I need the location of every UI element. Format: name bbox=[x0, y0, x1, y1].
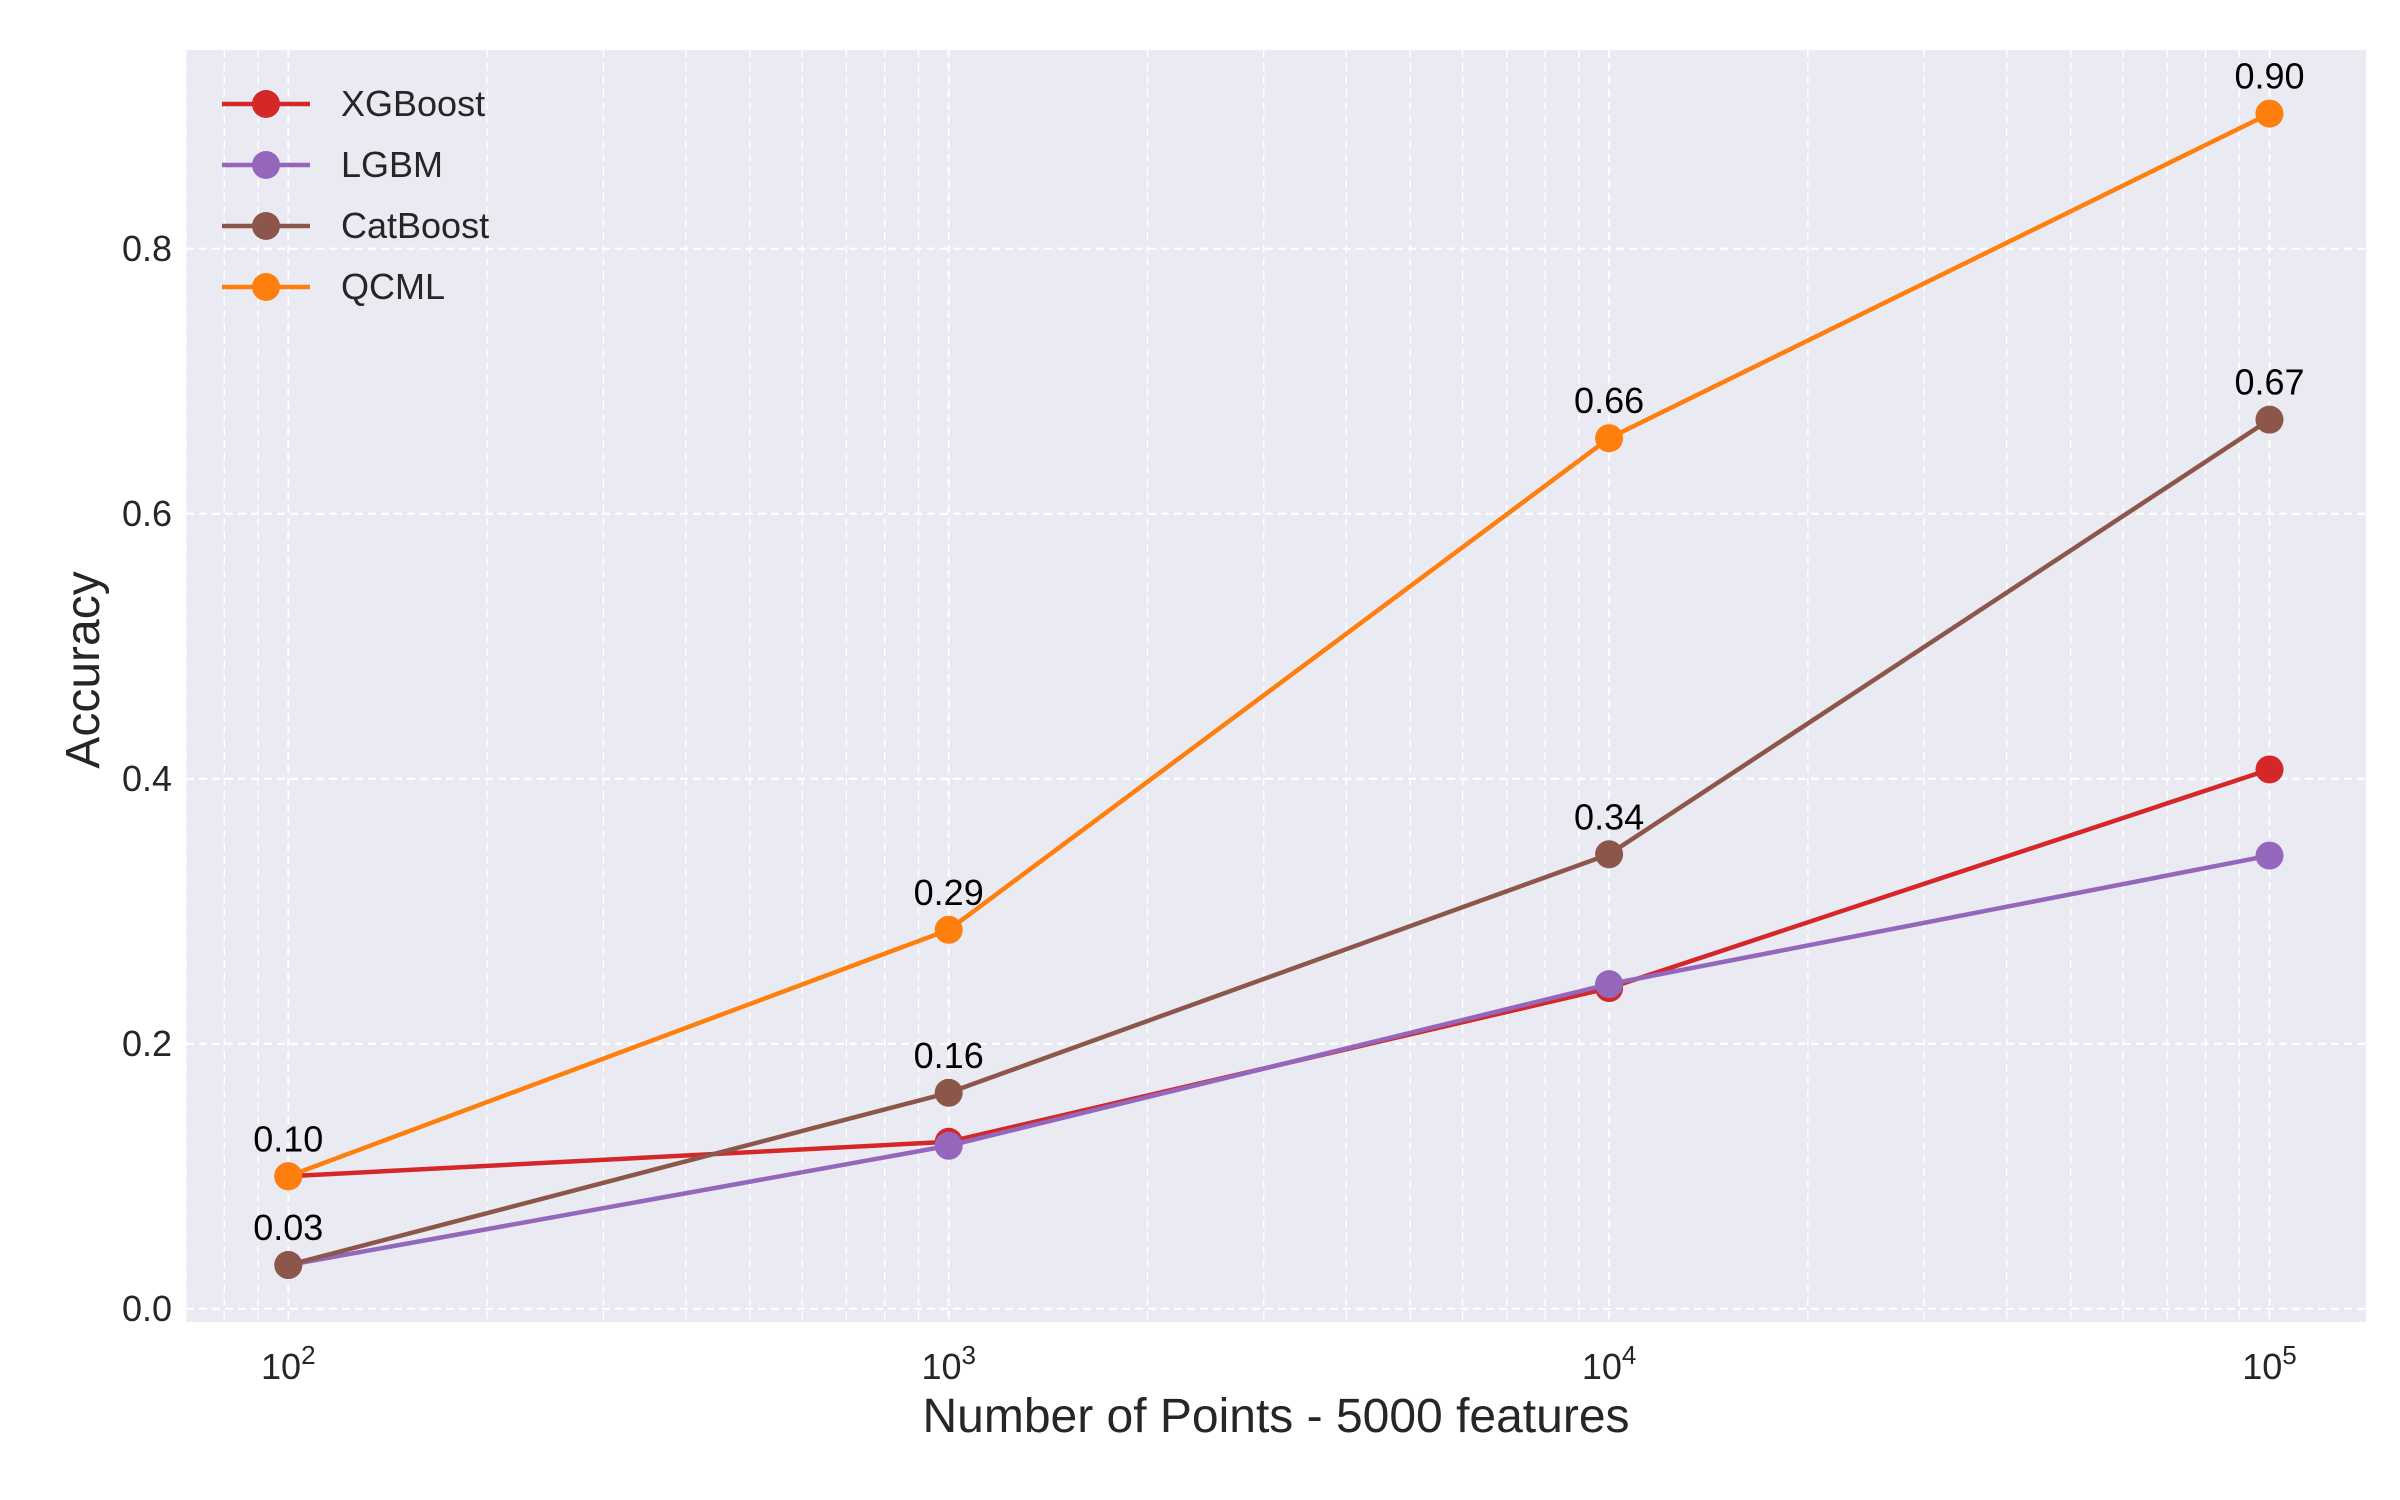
data-point bbox=[1595, 970, 1624, 999]
series-line bbox=[287, 853, 2270, 1268]
legend-item: QCML bbox=[222, 266, 445, 307]
data-point bbox=[1595, 424, 1624, 453]
y-tick-label: 0.4 bbox=[122, 758, 172, 799]
data-point bbox=[1595, 840, 1624, 869]
data-label: 0.66 bbox=[1574, 380, 1644, 421]
y-axis-ticks: 0.0 0.2 0.4 0.6 0.8 bbox=[122, 228, 172, 1329]
data-label: 0.90 bbox=[2234, 56, 2304, 97]
legend-label: CatBoost bbox=[341, 205, 489, 246]
legend-marker bbox=[252, 151, 280, 179]
y-tick-label: 0.6 bbox=[122, 493, 172, 534]
x-axis-ticks: 102 103 104 105 bbox=[261, 1340, 2297, 1387]
data-labels: 0.10 0.03 0.29 0.16 0.66 0.34 0.90 0.67 bbox=[253, 56, 2304, 1248]
data-point bbox=[934, 1131, 963, 1160]
series-catboost bbox=[274, 405, 2284, 1280]
y-axis-label: Accuracy bbox=[57, 571, 110, 768]
legend-item: CatBoost bbox=[222, 205, 489, 246]
x-axis-label: Number of Points - 5000 features bbox=[922, 1390, 1629, 1443]
data-point bbox=[2255, 841, 2284, 870]
legend-item: LGBM bbox=[222, 144, 443, 185]
y-tick-label: 0.8 bbox=[122, 228, 172, 269]
series-line bbox=[287, 111, 2271, 1179]
series-line bbox=[287, 417, 2271, 1268]
legend-label: XGBoost bbox=[341, 83, 485, 124]
legend-item: XGBoost bbox=[222, 83, 485, 124]
legend-marker bbox=[252, 212, 280, 240]
x-tick-label: 103 bbox=[921, 1340, 976, 1387]
data-point bbox=[274, 1162, 303, 1191]
data-label: 0.29 bbox=[914, 872, 984, 913]
data-point bbox=[934, 915, 963, 944]
data-point bbox=[2255, 99, 2284, 128]
legend-label: QCML bbox=[341, 266, 445, 307]
data-point bbox=[934, 1078, 963, 1107]
series-lines bbox=[274, 99, 2284, 1280]
x-tick-label: 104 bbox=[1582, 1340, 1637, 1387]
y-tick-label: 0.2 bbox=[122, 1023, 172, 1064]
x-tick-label: 105 bbox=[2242, 1340, 2297, 1387]
data-label: 0.67 bbox=[2234, 362, 2304, 403]
data-label: 0.10 bbox=[253, 1118, 323, 1159]
series-qcml bbox=[274, 99, 2284, 1191]
legend-label: LGBM bbox=[341, 144, 443, 185]
data-label: 0.34 bbox=[1574, 796, 1644, 837]
legend: XGBoost LGBM CatBoost QCML bbox=[222, 83, 489, 307]
x-tick-label: 102 bbox=[261, 1340, 316, 1387]
legend-marker bbox=[252, 90, 280, 118]
data-label: 0.03 bbox=[253, 1207, 323, 1248]
data-label: 0.16 bbox=[914, 1035, 984, 1076]
data-point bbox=[2255, 405, 2284, 434]
legend-marker bbox=[252, 273, 280, 301]
data-point bbox=[2255, 755, 2284, 784]
data-point bbox=[274, 1251, 303, 1280]
y-tick-label: 0.0 bbox=[122, 1288, 172, 1329]
